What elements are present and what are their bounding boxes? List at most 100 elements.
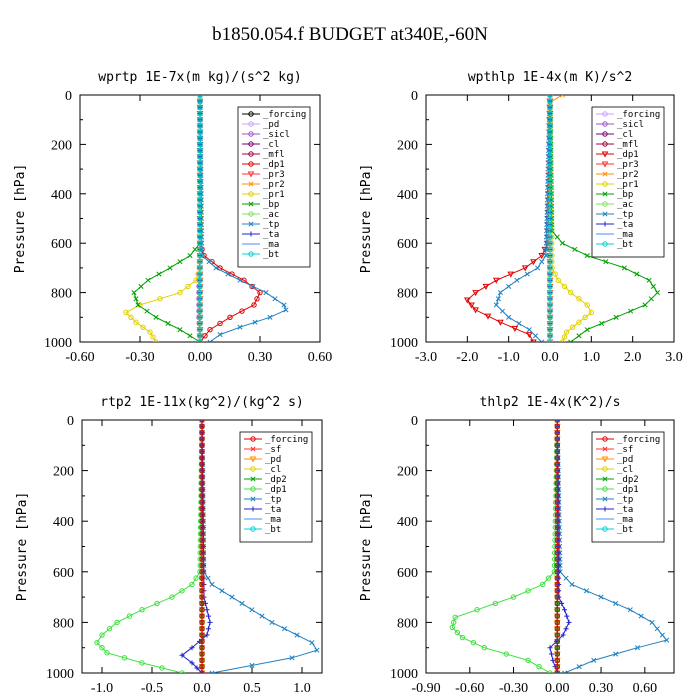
legend-entry: _forcing: [244, 435, 308, 445]
legend-marker: [602, 506, 608, 512]
data-point: [157, 296, 163, 302]
data-point: [547, 320, 553, 327]
data-point: [199, 524, 205, 531]
series-dp1: [463, 95, 554, 342]
plot-area: [94, 420, 320, 673]
data-point: [554, 626, 560, 632]
data-point: [204, 607, 210, 613]
legend-marker: [248, 111, 254, 117]
legend-entry: _cl: [244, 465, 281, 475]
data-point: [199, 670, 205, 673]
legend-label: _pd: [263, 120, 279, 130]
data-point: [199, 512, 205, 518]
data-point: [197, 172, 203, 178]
data-point: [106, 626, 113, 632]
data-point: [197, 221, 203, 228]
legend-label: _bp: [263, 200, 279, 210]
legend-label: _forcing: [617, 435, 660, 445]
legend-label: _pr3: [263, 170, 285, 180]
data-point: [497, 319, 504, 326]
panel-title: wprtp 1E-7x(m kg)/(s^2 kg): [98, 70, 302, 85]
data-point: [197, 339, 203, 342]
data-point: [648, 296, 654, 302]
data-point: [547, 209, 553, 216]
data-point: [554, 607, 560, 613]
data-point: [206, 626, 211, 632]
legend-marker: [602, 241, 608, 247]
data-point: [193, 575, 199, 581]
legend-marker: [248, 201, 254, 207]
data-point: [539, 259, 545, 265]
legend-entry: _dp1: [596, 150, 639, 160]
legend-marker: [250, 446, 256, 452]
data-point: [139, 607, 145, 613]
data-point: [547, 333, 553, 339]
data-point: [547, 123, 553, 129]
data-point: [547, 154, 553, 160]
y-tick-label: 600: [397, 566, 418, 581]
data-point: [563, 575, 569, 581]
data-point: [603, 259, 609, 265]
y-tick-label: 0: [67, 414, 74, 429]
data-point: [197, 209, 203, 216]
data-point: [506, 314, 512, 320]
data-point: [566, 619, 572, 625]
data-point: [659, 632, 665, 638]
data-point: [197, 166, 203, 172]
legend-entry: _forcing: [596, 110, 660, 120]
y-tick-label: 1000: [46, 667, 74, 682]
data-point: [207, 339, 213, 342]
data-point: [237, 277, 243, 283]
data-point: [642, 302, 648, 308]
series-line: [96, 420, 203, 673]
data-point: [189, 581, 195, 588]
x-tick-label: 0.60: [633, 681, 658, 696]
data-point: [197, 314, 203, 320]
data-point: [449, 624, 455, 631]
data-point: [554, 474, 560, 480]
data-point: [547, 228, 553, 234]
data-point: [547, 221, 553, 228]
legend-label: _dp1: [617, 485, 639, 495]
legend-entry: _dp2: [244, 475, 287, 485]
data-point: [559, 240, 565, 246]
data-point: [554, 663, 560, 670]
data-point: [123, 309, 129, 316]
legend-marker: [249, 456, 257, 463]
x-tick-label: -0.90: [411, 681, 440, 696]
data-point: [126, 613, 133, 619]
legend-label: _pr1: [263, 190, 285, 200]
data-point: [199, 448, 205, 455]
data-point: [281, 626, 288, 632]
data-point: [156, 271, 162, 277]
legend-marker: [248, 131, 254, 137]
data-point: [576, 664, 582, 670]
legend-entry: _tp: [244, 495, 281, 505]
y-tick-label: 200: [51, 138, 72, 153]
data-point: [561, 283, 568, 290]
data-point: [499, 308, 506, 314]
x-tick-label: 0.60: [308, 350, 333, 365]
data-point: [547, 104, 553, 111]
legend-entry: _pd: [596, 455, 633, 465]
x-tick-label: -0.30: [499, 681, 528, 696]
legend-label: _sicl: [617, 120, 644, 130]
data-point: [138, 283, 144, 289]
series-line: [495, 95, 551, 342]
data-point: [294, 632, 300, 638]
data-point: [650, 283, 656, 289]
legend-marker: [248, 231, 254, 237]
x-tick-label: 0.0: [541, 350, 559, 365]
data-point: [554, 638, 560, 645]
legend-label: _tp: [263, 220, 279, 230]
data-point: [197, 277, 203, 283]
data-point: [567, 289, 574, 296]
legend-entry: _dp1: [242, 160, 285, 170]
data-point: [554, 512, 560, 518]
data-point: [554, 442, 560, 448]
data-point: [289, 655, 295, 661]
legend-label: _dp1: [265, 485, 287, 495]
data-point: [463, 297, 471, 304]
legend-marker: [250, 466, 256, 472]
series-ta: [179, 420, 213, 673]
